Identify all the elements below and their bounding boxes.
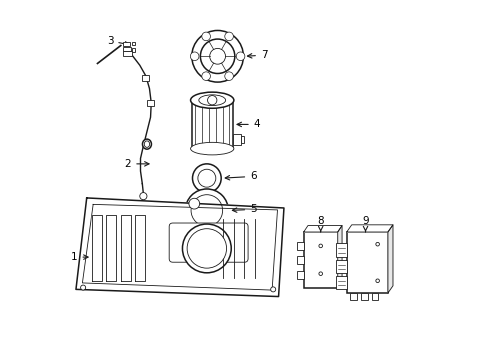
Bar bbox=[122, 51, 131, 55]
Bar bbox=[131, 48, 135, 52]
Circle shape bbox=[236, 52, 244, 60]
Text: 5: 5 bbox=[232, 204, 256, 215]
Polygon shape bbox=[121, 215, 131, 281]
Bar bbox=[240, 136, 244, 143]
Circle shape bbox=[224, 32, 233, 41]
Bar bbox=[349, 293, 356, 300]
Bar bbox=[335, 276, 346, 289]
Bar bbox=[371, 293, 378, 300]
Circle shape bbox=[202, 72, 210, 80]
Bar bbox=[122, 46, 131, 51]
Ellipse shape bbox=[142, 139, 151, 149]
Circle shape bbox=[81, 285, 85, 290]
Text: 9: 9 bbox=[362, 216, 368, 232]
Circle shape bbox=[198, 169, 215, 187]
Polygon shape bbox=[387, 225, 392, 293]
Circle shape bbox=[202, 32, 210, 41]
Bar bbox=[303, 232, 337, 288]
Circle shape bbox=[270, 287, 275, 292]
Polygon shape bbox=[303, 226, 341, 232]
Bar bbox=[131, 42, 135, 45]
Bar bbox=[297, 271, 303, 279]
Circle shape bbox=[318, 272, 322, 275]
Circle shape bbox=[192, 164, 221, 193]
Circle shape bbox=[200, 39, 234, 73]
Circle shape bbox=[318, 244, 322, 248]
Bar bbox=[297, 256, 303, 264]
Circle shape bbox=[191, 195, 222, 226]
Ellipse shape bbox=[144, 141, 149, 147]
Circle shape bbox=[187, 229, 226, 268]
Circle shape bbox=[140, 193, 147, 200]
Circle shape bbox=[190, 52, 199, 60]
Polygon shape bbox=[106, 215, 116, 281]
Bar bbox=[297, 242, 303, 250]
Polygon shape bbox=[337, 226, 341, 288]
Text: 8: 8 bbox=[317, 216, 324, 232]
Ellipse shape bbox=[199, 95, 225, 105]
Text: 4: 4 bbox=[237, 120, 260, 129]
Bar bbox=[335, 260, 346, 273]
Circle shape bbox=[375, 279, 379, 283]
Text: 3: 3 bbox=[106, 36, 129, 46]
Ellipse shape bbox=[190, 142, 233, 155]
Polygon shape bbox=[346, 225, 392, 232]
Bar bbox=[335, 243, 346, 257]
Circle shape bbox=[375, 242, 379, 246]
Text: 2: 2 bbox=[124, 159, 149, 169]
Circle shape bbox=[185, 189, 228, 232]
Circle shape bbox=[207, 95, 217, 105]
Circle shape bbox=[191, 31, 243, 82]
Polygon shape bbox=[135, 215, 145, 281]
Text: 1: 1 bbox=[71, 252, 88, 262]
Bar bbox=[232, 134, 240, 145]
Circle shape bbox=[224, 72, 233, 80]
Polygon shape bbox=[76, 198, 284, 297]
Text: 6: 6 bbox=[225, 171, 256, 181]
FancyBboxPatch shape bbox=[169, 223, 247, 262]
Bar bbox=[360, 293, 367, 300]
Bar bbox=[346, 232, 387, 293]
Bar bbox=[147, 100, 154, 106]
Ellipse shape bbox=[190, 92, 233, 108]
Circle shape bbox=[188, 198, 199, 209]
Bar bbox=[142, 75, 149, 81]
Circle shape bbox=[209, 48, 225, 64]
Text: 7: 7 bbox=[247, 50, 267, 60]
Polygon shape bbox=[92, 215, 102, 281]
Circle shape bbox=[182, 224, 231, 273]
Bar bbox=[191, 100, 232, 149]
Bar bbox=[122, 42, 130, 46]
